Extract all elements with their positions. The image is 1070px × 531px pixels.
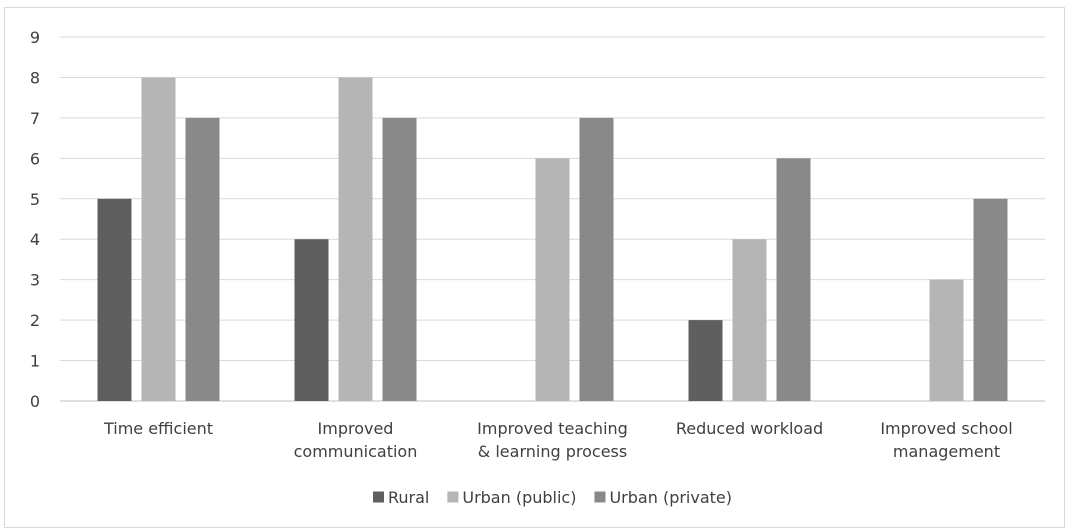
- x-tick-label: Reduced workload: [676, 419, 823, 438]
- y-tick-label: 8: [30, 68, 40, 87]
- y-tick-label: 0: [30, 392, 40, 411]
- bar-rural: [97, 198, 132, 401]
- bar-rural: [688, 320, 723, 401]
- bar-urban-private: [973, 198, 1008, 401]
- legend-swatch: [447, 491, 459, 503]
- bar-urban-private: [382, 117, 417, 401]
- bar-urban-public: [338, 77, 373, 401]
- legend: Rural Urban (public) Urban (private): [372, 488, 732, 507]
- x-tick-label: communication: [294, 442, 418, 461]
- y-tick-label: 4: [30, 230, 40, 249]
- y-tick-label: 3: [30, 271, 40, 290]
- x-tick-label: management: [893, 442, 1000, 461]
- y-tick-label: 5: [30, 190, 40, 209]
- legend-swatch: [372, 491, 384, 503]
- bar-urban-private: [776, 158, 811, 401]
- y-tick-label: 6: [30, 149, 40, 168]
- y-axis-ticks: 0 1 2 3 4 5 6 7 8 9: [30, 28, 40, 411]
- bar-urban-public: [929, 279, 964, 401]
- y-tick-label: 7: [30, 109, 40, 128]
- legend-swatch: [594, 491, 606, 503]
- x-axis-labels: Time efficient Improved communication Impro…: [103, 419, 1013, 461]
- x-tick-label: & learning process: [478, 442, 627, 461]
- bar-urban-public: [732, 239, 767, 401]
- x-tick-label: Improved teaching: [477, 419, 628, 438]
- legend-label: Urban (private): [609, 488, 732, 507]
- legend-label: Urban (public): [462, 488, 576, 507]
- bars: [97, 77, 1008, 401]
- bar-urban-public: [141, 77, 176, 401]
- bar-rural: [294, 239, 329, 401]
- chart-frame: [4, 7, 1065, 528]
- y-tick-label: 2: [30, 311, 40, 330]
- x-tick-label: Improved: [318, 419, 394, 438]
- bar-urban-public: [535, 158, 570, 401]
- bar-urban-private: [185, 117, 220, 401]
- bar-urban-private: [579, 117, 614, 401]
- y-tick-label: 1: [30, 352, 40, 371]
- y-tick-label: 9: [30, 28, 40, 47]
- x-tick-label: Improved school: [880, 419, 1012, 438]
- gridlines: [60, 36, 1045, 402]
- x-tick-label: Time efficient: [103, 419, 213, 438]
- legend-label: Rural: [388, 488, 429, 507]
